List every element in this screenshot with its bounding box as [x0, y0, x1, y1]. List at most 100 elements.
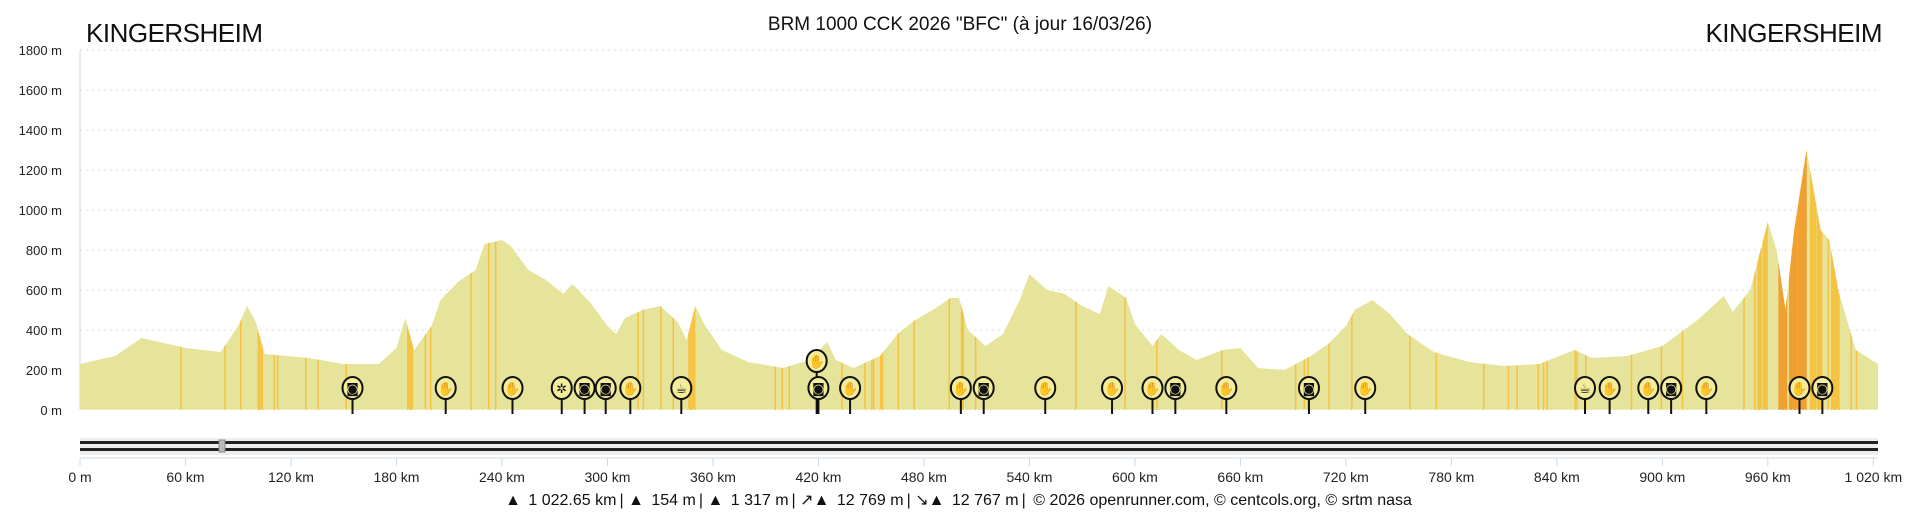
range-scrollbar[interactable] — [80, 438, 1878, 455]
poi-marker[interactable]: ✋ — [1788, 376, 1811, 414]
slope-stripe — [239, 150, 242, 410]
slope-stripe — [774, 150, 776, 410]
poi-marker[interactable]: ✋ — [949, 376, 972, 414]
x-tick-label: 900 km — [1639, 469, 1685, 485]
camera-icon: ◙ — [1169, 382, 1182, 397]
poi-badge — [1354, 376, 1377, 400]
x-tick-label: 660 km — [1217, 469, 1263, 485]
y-tick-label: 600 m — [26, 283, 62, 298]
poi-marker[interactable]: ✋ — [805, 349, 828, 414]
slope-stripe — [1764, 150, 1767, 410]
slope-stripe — [224, 150, 226, 410]
poi-marker[interactable]: ✋ — [501, 376, 524, 414]
poi-marker[interactable]: ◙ — [1660, 376, 1683, 414]
poi-badge — [1573, 376, 1596, 400]
slope-stripe — [470, 150, 472, 410]
poi-marker[interactable]: ✋ — [1215, 376, 1238, 414]
x-tick-label: 480 km — [901, 469, 947, 485]
poi-marker[interactable]: ☕ — [1573, 376, 1596, 414]
poi-marker[interactable]: ✋ — [1637, 376, 1660, 414]
scrollbar-track-top — [80, 441, 1878, 444]
slope-stripe — [1516, 150, 1518, 410]
poi-marker[interactable]: ✋ — [1598, 376, 1621, 414]
slope-stripe — [1799, 150, 1802, 410]
slope-stripe — [1507, 150, 1510, 410]
poi-badge — [839, 376, 862, 400]
poi-marker[interactable]: ✲ — [550, 376, 573, 414]
poi-marker[interactable]: ◙ — [341, 376, 364, 414]
poi-marker[interactable]: ✋ — [1695, 376, 1718, 414]
food-icon: ✋ — [1640, 381, 1656, 397]
x-tick-label: 0 m — [68, 469, 91, 485]
slope-stripe — [1795, 150, 1798, 410]
poi-badge — [1141, 376, 1164, 400]
poi-marker[interactable]: ◙ — [594, 376, 617, 414]
poi-marker[interactable]: ✋ — [1101, 376, 1124, 414]
ascent-value: 12 769 m — [836, 492, 904, 509]
slope-stripe — [305, 150, 307, 410]
slope-stripe — [1542, 150, 1545, 410]
slope-stripe — [1576, 150, 1578, 410]
x-tick-label: 1 020 km — [1845, 469, 1903, 485]
poi-marker[interactable]: ✋ — [434, 376, 457, 414]
poi-badge — [550, 376, 573, 400]
slope-stripe — [1743, 150, 1745, 410]
food-icon: ✋ — [1037, 381, 1053, 397]
scrollbar-handle[interactable] — [218, 439, 226, 453]
poi-marker[interactable]: ◙ — [1811, 376, 1834, 414]
x-tick-label: 960 km — [1745, 469, 1791, 485]
poi-badge — [807, 376, 830, 400]
food-icon: ✋ — [438, 381, 454, 397]
y-tick-label: 400 m — [26, 323, 62, 338]
camera-icon: ◙ — [578, 382, 591, 397]
poi-marker[interactable]: ◙ — [807, 376, 830, 414]
y-tick-label: 1000 m — [19, 203, 62, 218]
x-tick-label: 120 km — [268, 469, 314, 485]
food-icon: ✋ — [953, 381, 969, 397]
poi-marker[interactable]: ◙ — [972, 376, 995, 414]
poi-badge — [1598, 376, 1621, 400]
x-tick-label: 60 km — [166, 469, 204, 485]
slope-stripe — [1753, 150, 1756, 410]
poi-marker[interactable]: ◙ — [1164, 376, 1187, 414]
y-tick-label: 0 m — [40, 403, 62, 418]
poi-marker[interactable]: ✋ — [1354, 376, 1377, 414]
distance-value: 1 022.65 km — [528, 492, 617, 509]
poi-marker[interactable]: ✋ — [1141, 376, 1164, 414]
slope-stripe — [948, 150, 951, 410]
poi-badge — [594, 376, 617, 400]
min-altitude-value: 154 m — [651, 492, 696, 509]
slope-stripe — [881, 150, 884, 410]
slope-stripe — [1762, 150, 1765, 410]
slope-stripe — [1766, 150, 1768, 410]
x-tick-label: 300 km — [584, 469, 630, 485]
food-icon: ✋ — [1602, 381, 1618, 397]
slope-stripe — [273, 150, 275, 410]
food-icon: ✋ — [1698, 381, 1714, 397]
y-tick-label: 200 m — [26, 363, 62, 378]
camera-icon: ◙ — [346, 382, 359, 397]
slope-stripe — [841, 150, 843, 410]
distance-icon: ▲ — [505, 492, 521, 509]
poi-marker[interactable]: ✋ — [839, 376, 862, 414]
poi-marker[interactable]: ◙ — [1297, 376, 1320, 414]
food-icon: ✋ — [1791, 381, 1807, 397]
y-tick-label: 1200 m — [19, 163, 62, 178]
poi-marker[interactable]: ✋ — [1034, 376, 1057, 414]
poi-marker[interactable]: ◙ — [573, 376, 596, 414]
bowl-icon: ☕ — [1579, 382, 1591, 397]
camera-icon: ◙ — [1665, 382, 1678, 397]
poi-marker[interactable]: ☕ — [670, 376, 693, 414]
food-icon: ✋ — [1357, 381, 1373, 397]
slope-stripe — [960, 150, 964, 410]
poi-badge — [1215, 376, 1238, 400]
camera-icon: ◙ — [1816, 382, 1829, 397]
slope-stripe — [642, 150, 645, 410]
x-tick-label: 840 km — [1534, 469, 1580, 485]
poi-badge — [1637, 376, 1660, 400]
slope-stripe — [1483, 150, 1485, 410]
slope-stripe — [1794, 150, 1797, 410]
camera-icon: ◙ — [812, 382, 825, 397]
slope-stripe — [410, 150, 414, 410]
poi-marker[interactable]: ✋ — [619, 376, 642, 414]
